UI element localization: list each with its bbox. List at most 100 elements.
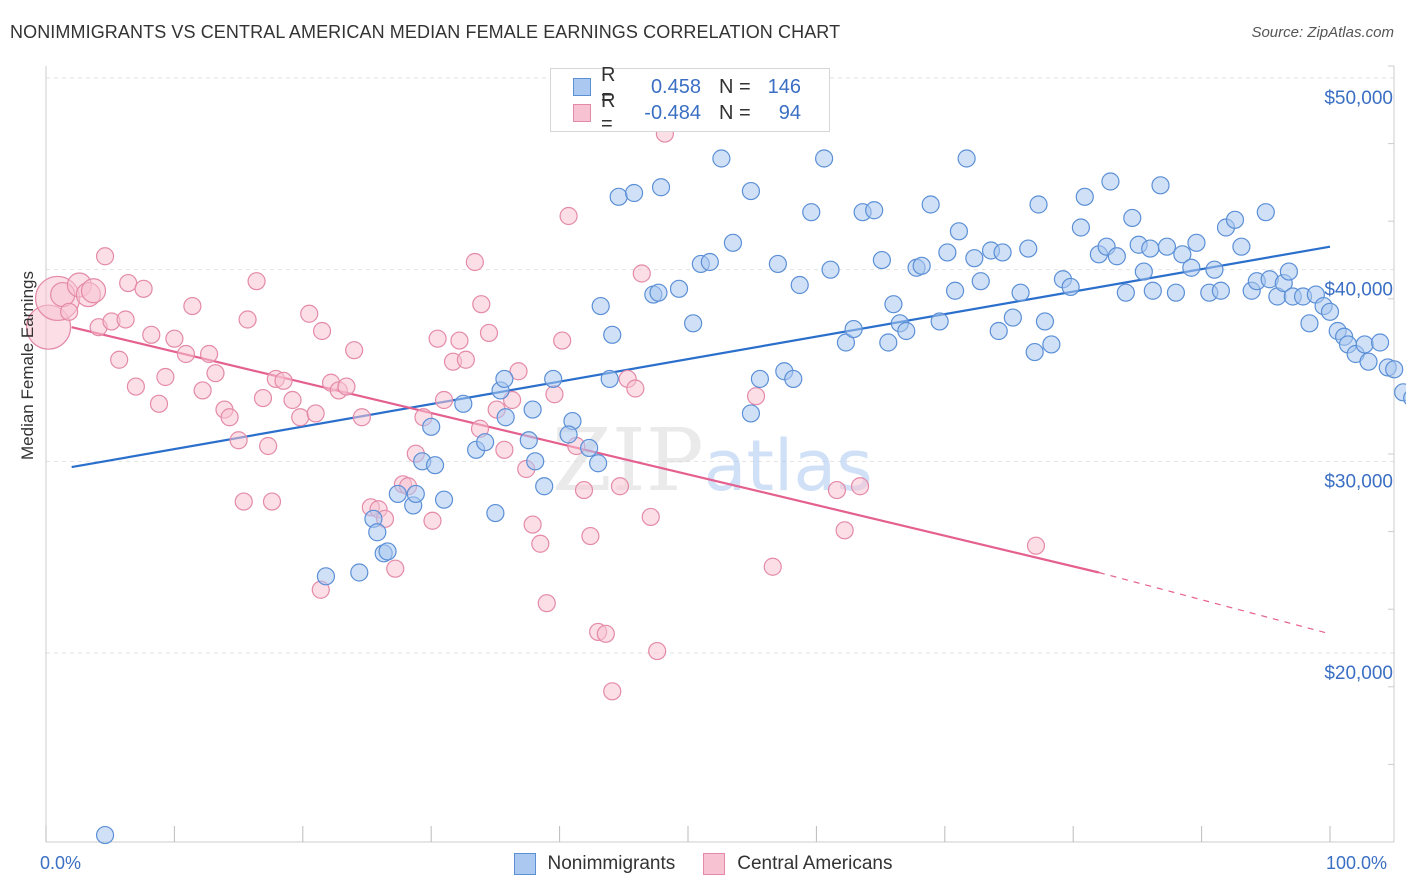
nonimmigrant-point bbox=[741, 404, 761, 423]
central-american-point bbox=[312, 321, 332, 341]
nonimmigrant-point bbox=[768, 254, 787, 274]
nonimmigrant-point bbox=[526, 452, 545, 471]
nonimmigrant-point bbox=[95, 825, 115, 845]
central-american-point bbox=[253, 388, 273, 408]
central-american-point bbox=[456, 350, 475, 369]
central-american-point bbox=[509, 362, 528, 381]
central-americans-points bbox=[25, 124, 1046, 701]
nonimmigrant-point bbox=[949, 222, 969, 241]
nonimmigrant-point bbox=[1279, 262, 1299, 281]
correlation-legend: R = 0.458 N = 146 R = -0.484 N = 94 bbox=[550, 64, 830, 135]
nonimmigrant-point bbox=[912, 256, 931, 275]
legend-r-value: -0.484 bbox=[644, 101, 701, 124]
nonimmigrant-point bbox=[1075, 187, 1094, 206]
central-american-point bbox=[199, 344, 219, 364]
central-american-point bbox=[259, 436, 278, 456]
nonimmigrant-point bbox=[1061, 277, 1080, 297]
nonimmigrant-point bbox=[669, 279, 689, 298]
nonimmigrant-point bbox=[486, 503, 505, 523]
grid-layer bbox=[46, 77, 1394, 654]
nonimmigrant-point bbox=[1166, 283, 1186, 302]
central-american-point bbox=[626, 379, 645, 398]
legend-n-label: N = bbox=[719, 101, 751, 124]
nonimmigrant-point bbox=[1211, 281, 1230, 300]
central-american-point bbox=[559, 206, 578, 226]
nonimmigrant-point bbox=[1134, 262, 1153, 281]
legend-n-value: 94 bbox=[778, 101, 801, 124]
nonimmigrant-point bbox=[1205, 260, 1224, 279]
central-american-point bbox=[229, 431, 248, 450]
nonimmigrant-point bbox=[993, 243, 1012, 262]
nonimmigrant-point bbox=[544, 369, 563, 389]
legend-n-value: 146 bbox=[767, 75, 801, 98]
central-american-point bbox=[156, 367, 175, 387]
nonimmigrant-point bbox=[1256, 203, 1275, 222]
nonimmigrant-point bbox=[1025, 342, 1044, 362]
legend-n-label: N = bbox=[719, 75, 751, 98]
central-american-point bbox=[746, 387, 766, 406]
nonimmigrant-point bbox=[879, 333, 898, 352]
nonimmigrant-point bbox=[1359, 352, 1378, 371]
central-american-point bbox=[306, 404, 325, 423]
legend-r-label: R = bbox=[601, 64, 616, 109]
central-american-point bbox=[581, 526, 600, 546]
nonimmigrant-point bbox=[388, 484, 407, 504]
nonimmigrant-point bbox=[589, 454, 608, 473]
central-american-point bbox=[176, 344, 196, 364]
central-american-point bbox=[95, 247, 115, 266]
nonimmigrant-point bbox=[723, 233, 743, 252]
central-american-point bbox=[238, 310, 257, 329]
nonimmigrant-point bbox=[368, 523, 387, 542]
central-american-point bbox=[247, 272, 266, 291]
nonimmigrant-point bbox=[1151, 176, 1170, 195]
central-american-point bbox=[134, 279, 153, 298]
central-american-point bbox=[574, 480, 594, 500]
nonimmigrant-point bbox=[406, 484, 425, 504]
source-label: Source: ZipAtlas.com bbox=[1251, 24, 1394, 41]
central-american-point bbox=[283, 390, 302, 410]
nonimmigrant-point bbox=[434, 490, 454, 509]
nonimmigrant-point bbox=[1385, 360, 1404, 379]
central-american-point bbox=[495, 440, 514, 459]
nonimmigrant-point bbox=[1157, 237, 1177, 256]
nonimmigrant-point bbox=[1370, 333, 1390, 352]
nonimmigrants-trendline bbox=[71, 245, 1331, 469]
central-american-point bbox=[835, 521, 854, 540]
central-american-point bbox=[537, 594, 556, 613]
central-american-point bbox=[183, 296, 202, 316]
nonimmigrant-point bbox=[815, 149, 834, 168]
nonimmigrant-point bbox=[1116, 283, 1135, 302]
nonimmigrant-point bbox=[454, 394, 473, 413]
series-legend: Nonimmigrants Central Americans bbox=[0, 852, 1406, 876]
x-tick-label-min: 0.0% bbox=[40, 853, 82, 873]
x-tick-label-max: 100.0% bbox=[1326, 853, 1388, 873]
central-american-point bbox=[827, 480, 847, 500]
central-american-point bbox=[523, 515, 542, 534]
nonimmigrant-point bbox=[1225, 210, 1245, 229]
central-american-point bbox=[126, 377, 145, 396]
nonimmigrant-point bbox=[1141, 239, 1160, 258]
nonimmigrant-point bbox=[957, 149, 976, 168]
central-american-point bbox=[641, 507, 660, 527]
nonimmigrant-point bbox=[802, 203, 821, 222]
nonimmigrant-point bbox=[700, 252, 719, 272]
nonimmigrant-point bbox=[921, 195, 940, 214]
nonimmigrant-point bbox=[603, 325, 622, 344]
central-american-point bbox=[234, 492, 253, 511]
legend-r-value: 0.458 bbox=[650, 75, 701, 98]
nonimmigrant-point bbox=[1187, 233, 1206, 252]
central-american-point bbox=[193, 381, 212, 400]
central-american-point bbox=[603, 682, 622, 701]
nonimmigrant-point bbox=[1173, 245, 1192, 264]
nonimmigrant-point bbox=[495, 369, 514, 389]
nonimmigrant-point bbox=[930, 312, 949, 331]
legend-row-central-americans: R = -0.484 N = 94 bbox=[573, 90, 801, 135]
central-american-point bbox=[545, 385, 564, 404]
nonimmigrant-point bbox=[836, 333, 856, 352]
central-american-point bbox=[262, 492, 282, 511]
nonimmigrant-point bbox=[1003, 308, 1022, 327]
nonimmigrant-point bbox=[897, 321, 916, 341]
nonimmigrant-point bbox=[1029, 195, 1048, 214]
nonimmigrant-point bbox=[1042, 335, 1061, 354]
central-american-point bbox=[648, 641, 667, 661]
